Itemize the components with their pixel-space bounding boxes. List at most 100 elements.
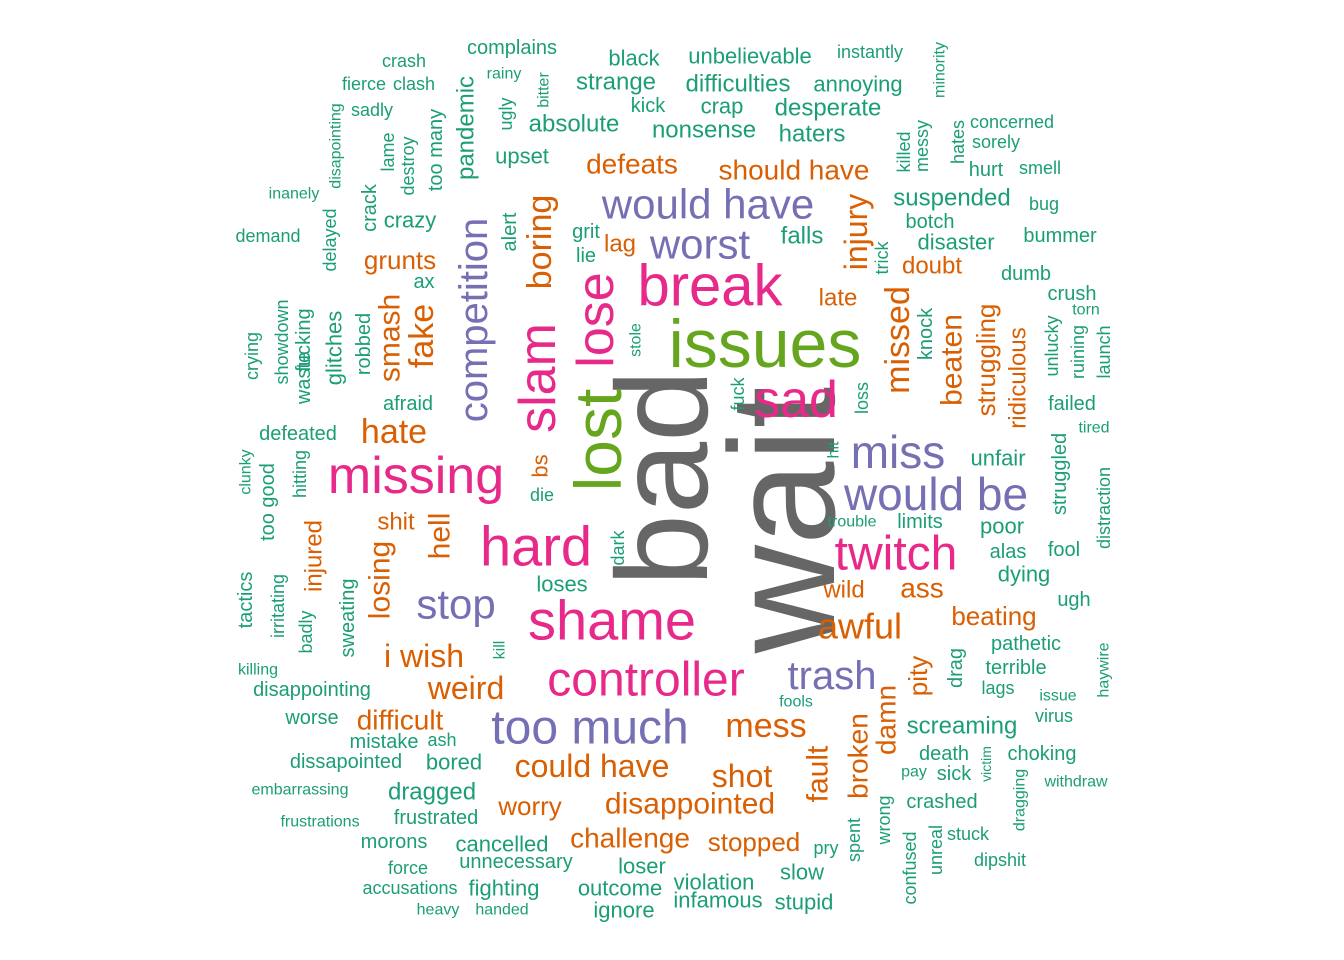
word-worry: worry bbox=[497, 791, 562, 821]
word-ax: ax bbox=[413, 271, 434, 293]
word-miss: miss bbox=[851, 426, 946, 478]
word-disapointing: disapointing bbox=[328, 103, 345, 188]
word-pry: pry bbox=[813, 838, 838, 858]
word-embarrassing: embarrassing bbox=[252, 782, 349, 799]
word-ridiculous: ridiculous bbox=[1005, 327, 1032, 428]
word-distraction: distraction bbox=[1094, 467, 1114, 549]
word-crying: crying bbox=[242, 332, 262, 380]
word-disappointing: disappointing bbox=[253, 679, 371, 701]
word-stole: stole bbox=[628, 323, 645, 357]
word-die: die bbox=[530, 485, 554, 505]
word-annoying: annoying bbox=[813, 72, 902, 97]
word-alas: alas bbox=[990, 541, 1027, 563]
word-bummer: bummer bbox=[1023, 225, 1097, 247]
word-challenge: challenge bbox=[570, 823, 690, 854]
word-sadly: sadly bbox=[351, 100, 393, 120]
word-worst: worst bbox=[649, 221, 751, 268]
word-controller: controller bbox=[547, 654, 744, 707]
word-smash: smash bbox=[374, 294, 407, 382]
word-hate: hate bbox=[361, 413, 427, 451]
word-ruining: ruining bbox=[1068, 325, 1088, 379]
word-fucking: fucking bbox=[293, 308, 315, 371]
word-demand: demand bbox=[235, 226, 300, 246]
word-unfair: unfair bbox=[970, 446, 1025, 471]
word-hurt: hurt bbox=[969, 159, 1004, 181]
word-poor: poor bbox=[980, 514, 1024, 539]
word-black: black bbox=[608, 46, 660, 71]
word-crazy: crazy bbox=[384, 208, 437, 233]
word-crash: crash bbox=[382, 51, 426, 71]
word-too-good: too good bbox=[257, 463, 279, 541]
word-lose: lose bbox=[567, 272, 625, 367]
word-disaster: disaster bbox=[917, 230, 994, 255]
word-doubt: doubt bbox=[902, 253, 962, 280]
word-injured: injured bbox=[301, 520, 328, 592]
word-hates: hates bbox=[948, 120, 968, 164]
word-missing: missing bbox=[328, 447, 504, 505]
word-messy: messy bbox=[912, 120, 932, 172]
word-pity: pity bbox=[903, 656, 933, 696]
word-desperate: desperate bbox=[775, 95, 882, 122]
word-limits: limits bbox=[897, 511, 943, 533]
word-destroy: destroy bbox=[398, 136, 418, 195]
word-kill: kill bbox=[492, 641, 509, 660]
word-broken: broken bbox=[843, 713, 874, 799]
word-loses: loses bbox=[536, 572, 587, 597]
word-haters: haters bbox=[779, 121, 846, 148]
word-upset: upset bbox=[495, 144, 549, 169]
word-loser: loser bbox=[618, 854, 666, 879]
word-disappointed: disappointed bbox=[605, 788, 775, 821]
word-falls: falls bbox=[781, 223, 824, 250]
word-victim: victim bbox=[978, 746, 994, 782]
word-bitter: bitter bbox=[536, 72, 553, 108]
word-tired: tired bbox=[1078, 420, 1109, 437]
word-bored: bored bbox=[426, 750, 482, 775]
word-worse: worse bbox=[284, 707, 338, 729]
word-sick: sick bbox=[937, 763, 972, 785]
word-failed: failed bbox=[1048, 393, 1096, 415]
word-missed: missed bbox=[879, 286, 917, 394]
word-difficult: difficult bbox=[357, 705, 444, 736]
word-nonsense: nonsense bbox=[652, 117, 756, 144]
word-virus: virus bbox=[1035, 706, 1073, 726]
word-hitting: hitting bbox=[290, 450, 310, 498]
word-too-much: too much bbox=[491, 702, 688, 755]
word-outcome: outcome bbox=[578, 876, 662, 901]
word-pandemic: pandemic bbox=[453, 76, 480, 180]
word-suspended: suspended bbox=[893, 185, 1010, 212]
word-issues: issues bbox=[669, 306, 862, 382]
word-shit: shit bbox=[377, 509, 415, 536]
word-sad: sad bbox=[754, 371, 838, 429]
word-kick: kick bbox=[631, 95, 666, 117]
word-pathetic: pathetic bbox=[991, 633, 1061, 655]
word-unbelievable: unbelievable bbox=[688, 44, 812, 69]
word-haywire: haywire bbox=[1096, 642, 1113, 697]
word-weird: weird bbox=[427, 670, 504, 706]
word-lie: lie bbox=[576, 245, 596, 267]
word-instantly: instantly bbox=[837, 42, 903, 62]
word-i-wish: i wish bbox=[384, 638, 464, 674]
word-violation: violation bbox=[674, 870, 755, 895]
word-wild: wild bbox=[822, 577, 864, 604]
word-unlucky: unlucky bbox=[1042, 315, 1062, 376]
word-would-be: would be bbox=[843, 468, 1028, 520]
word-injury: injury bbox=[838, 194, 874, 270]
word-badly: badly bbox=[296, 610, 316, 653]
word-break: break bbox=[637, 254, 783, 319]
word-sweating: sweating bbox=[337, 579, 359, 658]
word-withdraw: withdraw bbox=[1043, 774, 1108, 791]
word-dipshit: dipshit bbox=[974, 850, 1026, 870]
word-death: death bbox=[919, 743, 969, 765]
word-drag: drag bbox=[945, 648, 967, 688]
word-confused: confused bbox=[900, 831, 920, 904]
word-dissapointed: dissapointed bbox=[290, 751, 402, 773]
word-alert: alert bbox=[499, 212, 521, 251]
word-crashed: crashed bbox=[906, 791, 977, 813]
word-lame: lame bbox=[378, 132, 398, 171]
word-unnecessary: unnecessary bbox=[459, 851, 572, 873]
word-unreal: unreal bbox=[926, 825, 946, 875]
word-robbed: robbed bbox=[353, 313, 375, 375]
word-grit: grit bbox=[572, 221, 600, 243]
word-inanely: inanely bbox=[269, 186, 320, 203]
